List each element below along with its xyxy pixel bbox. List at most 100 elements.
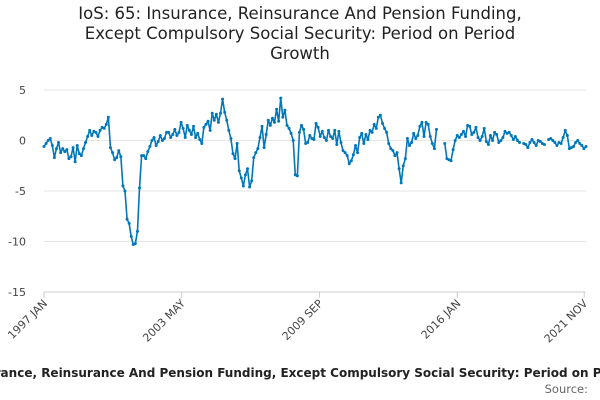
data-point[interactable] bbox=[254, 151, 258, 155]
data-point[interactable] bbox=[268, 123, 272, 127]
data-point[interactable] bbox=[252, 156, 256, 160]
data-point[interactable] bbox=[69, 155, 73, 159]
data-point[interactable] bbox=[341, 149, 345, 153]
data-point[interactable] bbox=[434, 127, 438, 131]
data-point[interactable] bbox=[358, 135, 362, 139]
data-point[interactable] bbox=[94, 130, 98, 134]
data-point[interactable] bbox=[214, 112, 218, 116]
data-point[interactable] bbox=[364, 132, 368, 136]
data-point[interactable] bbox=[140, 154, 144, 158]
data-point[interactable] bbox=[418, 124, 422, 128]
data-point[interactable] bbox=[138, 186, 142, 190]
data-point[interactable] bbox=[237, 169, 241, 173]
data-point[interactable] bbox=[345, 154, 349, 158]
data-point[interactable] bbox=[370, 130, 374, 134]
data-point[interactable] bbox=[216, 120, 220, 124]
data-point[interactable] bbox=[256, 147, 260, 151]
data-point[interactable] bbox=[133, 242, 137, 246]
data-point[interactable] bbox=[243, 173, 247, 177]
data-point[interactable] bbox=[528, 141, 532, 145]
data-point[interactable] bbox=[117, 149, 121, 153]
data-point[interactable] bbox=[351, 153, 355, 157]
data-point[interactable] bbox=[574, 141, 578, 145]
data-point[interactable] bbox=[327, 128, 330, 132]
data-point[interactable] bbox=[88, 128, 92, 132]
data-point[interactable] bbox=[150, 139, 154, 142]
data-point[interactable] bbox=[277, 119, 281, 123]
data-point[interactable] bbox=[196, 131, 200, 135]
data-point[interactable] bbox=[572, 145, 576, 149]
data-point[interactable] bbox=[553, 141, 557, 145]
data-point[interactable] bbox=[563, 128, 567, 132]
data-point[interactable] bbox=[374, 126, 378, 130]
data-point[interactable] bbox=[285, 123, 289, 127]
data-point[interactable] bbox=[335, 143, 339, 147]
data-point[interactable] bbox=[125, 217, 129, 221]
data-point[interactable] bbox=[511, 137, 515, 141]
data-point[interactable] bbox=[84, 141, 88, 145]
data-point[interactable] bbox=[488, 133, 492, 137]
data-point[interactable] bbox=[104, 122, 108, 126]
data-point[interactable] bbox=[524, 143, 528, 147]
data-point[interactable] bbox=[206, 119, 210, 123]
data-point[interactable] bbox=[202, 125, 206, 129]
data-point[interactable] bbox=[148, 145, 152, 149]
data-point[interactable] bbox=[246, 167, 250, 171]
data-point[interactable] bbox=[221, 97, 225, 101]
data-point[interactable] bbox=[405, 136, 409, 140]
data-point[interactable] bbox=[378, 113, 382, 117]
data-point[interactable] bbox=[507, 130, 511, 134]
data-point[interactable] bbox=[142, 154, 146, 158]
data-point[interactable] bbox=[580, 144, 584, 148]
data-point[interactable] bbox=[472, 130, 476, 134]
data-point[interactable] bbox=[461, 129, 465, 133]
data-point[interactable] bbox=[368, 128, 372, 132]
data-point[interactable] bbox=[283, 108, 287, 112]
data-point[interactable] bbox=[491, 139, 495, 142]
data-point[interactable] bbox=[318, 134, 322, 138]
data-point[interactable] bbox=[52, 156, 56, 160]
data-point[interactable] bbox=[102, 126, 106, 130]
data-point[interactable] bbox=[480, 134, 484, 138]
data-point[interactable] bbox=[179, 120, 183, 124]
data-point[interactable] bbox=[383, 126, 387, 130]
data-point[interactable] bbox=[559, 142, 563, 146]
data-point[interactable] bbox=[320, 129, 324, 133]
data-point[interactable] bbox=[333, 128, 337, 132]
data-point[interactable] bbox=[106, 115, 110, 119]
data-point[interactable] bbox=[59, 151, 63, 155]
data-point[interactable] bbox=[275, 107, 279, 111]
data-point[interactable] bbox=[192, 124, 196, 128]
data-point[interactable] bbox=[509, 133, 513, 137]
data-point[interactable] bbox=[144, 157, 148, 161]
data-point[interactable] bbox=[366, 137, 370, 141]
data-point[interactable] bbox=[416, 133, 420, 137]
data-point[interactable] bbox=[464, 134, 468, 138]
data-point[interactable] bbox=[169, 135, 173, 139]
data-point[interactable] bbox=[513, 134, 517, 138]
data-point[interactable] bbox=[302, 127, 306, 131]
data-point[interactable] bbox=[376, 115, 380, 119]
data-point[interactable] bbox=[250, 179, 254, 183]
data-point[interactable] bbox=[551, 139, 555, 142]
data-point[interactable] bbox=[380, 121, 384, 125]
data-point[interactable] bbox=[515, 139, 519, 142]
data-point[interactable] bbox=[291, 139, 295, 142]
data-point[interactable] bbox=[300, 123, 303, 127]
data-point[interactable] bbox=[555, 144, 559, 148]
data-point[interactable] bbox=[297, 130, 301, 134]
data-point[interactable] bbox=[428, 134, 432, 138]
data-point[interactable] bbox=[235, 142, 239, 146]
data-point[interactable] bbox=[316, 125, 320, 129]
data-point[interactable] bbox=[181, 126, 185, 130]
data-point[interactable] bbox=[204, 122, 208, 126]
data-point[interactable] bbox=[111, 151, 115, 155]
data-point[interactable] bbox=[61, 147, 65, 151]
data-point[interactable] bbox=[353, 144, 357, 148]
data-point[interactable] bbox=[403, 157, 407, 161]
data-point[interactable] bbox=[248, 185, 252, 189]
data-point[interactable] bbox=[65, 148, 69, 152]
data-point[interactable] bbox=[391, 149, 395, 153]
data-point[interactable] bbox=[281, 115, 285, 119]
data-point[interactable] bbox=[565, 133, 569, 137]
